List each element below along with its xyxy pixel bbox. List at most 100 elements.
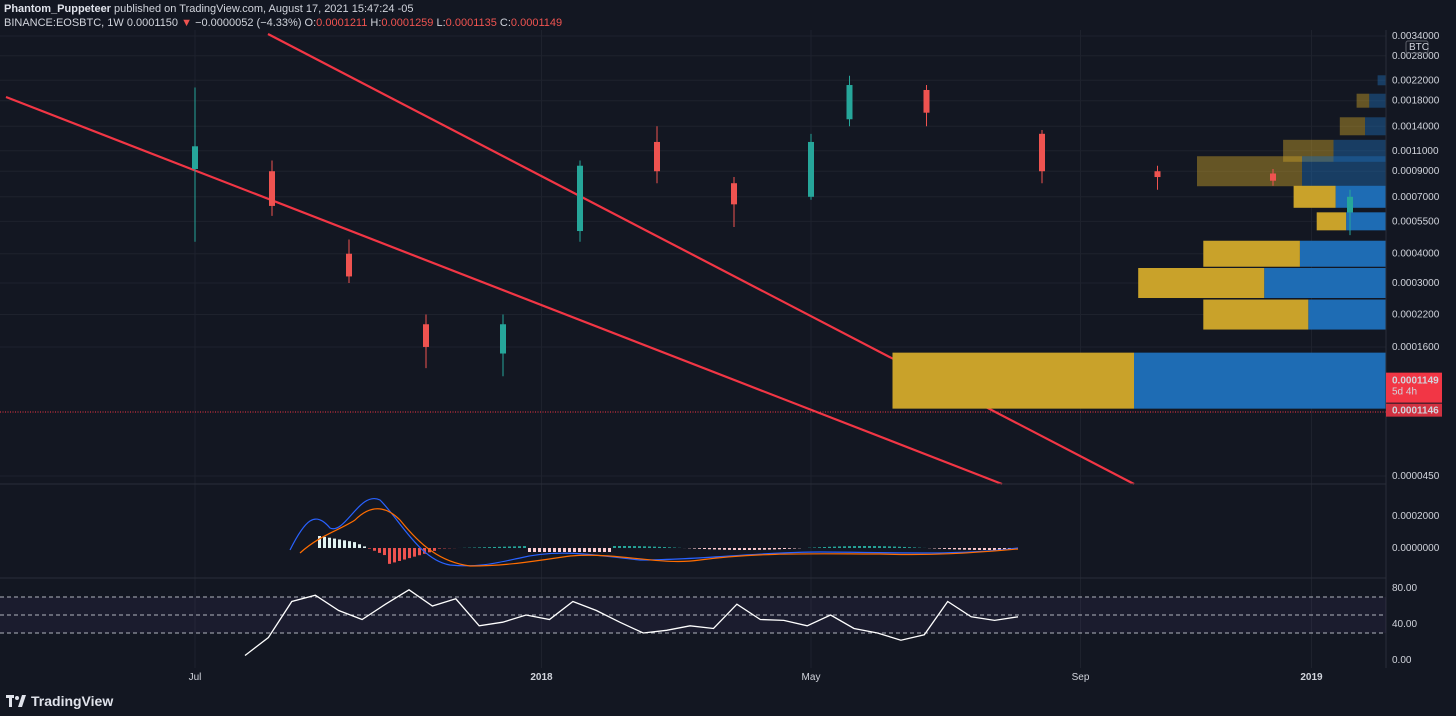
macd-histogram-bar xyxy=(913,547,916,548)
macd-histogram-bar xyxy=(618,546,621,548)
macd-histogram-bar xyxy=(408,548,411,559)
macd-histogram-bar xyxy=(863,546,866,548)
macd-histogram-bar xyxy=(388,548,391,564)
macd-histogram-bar xyxy=(488,547,491,548)
macd-histogram-bar xyxy=(793,548,796,549)
macd-histogram-bar xyxy=(908,547,911,548)
vp-bar-up xyxy=(1308,299,1386,330)
vp-bar-up xyxy=(1302,156,1386,187)
lower-trendline[interactable] xyxy=(5,95,1003,486)
macd-histogram-bar xyxy=(953,548,956,550)
macd-histogram-bar xyxy=(703,548,706,550)
vp-bar-down xyxy=(1138,268,1265,299)
macd-histogram-bar xyxy=(538,548,541,552)
macd-histogram-bar xyxy=(888,546,891,548)
macd-histogram-bar xyxy=(653,546,656,548)
close-label: C: xyxy=(499,17,511,29)
macd-histogram-bar xyxy=(993,548,996,550)
macd-histogram-bar xyxy=(518,546,521,548)
macd-histogram-bar xyxy=(533,548,536,552)
price-tick-label: 0.0001600 xyxy=(1392,342,1440,353)
high-label: H: xyxy=(370,17,382,29)
macd-histogram-bar xyxy=(333,538,336,548)
macd-histogram-bar xyxy=(503,546,506,548)
countdown-label: 5d 4h xyxy=(1392,387,1417,398)
vp-bar-down xyxy=(892,352,1134,409)
vp-bar-down xyxy=(1356,93,1370,108)
macd-histogram-bar xyxy=(763,548,766,550)
signal-line xyxy=(299,508,1019,567)
macd-histogram-bar xyxy=(418,548,421,556)
macd-histogram-bar xyxy=(788,548,791,549)
macd-histogram-bar xyxy=(698,548,701,549)
macd-histogram-bar xyxy=(348,541,351,548)
macd-histogram-bar xyxy=(768,548,771,550)
macd-histogram-bar xyxy=(998,548,1001,550)
tradingview-brand: TradingView xyxy=(31,693,114,709)
macd-histogram-bar xyxy=(713,548,716,550)
macd-tick-label: 0.0002000 xyxy=(1392,511,1440,522)
candle-body xyxy=(731,183,737,205)
candle-body xyxy=(500,324,506,354)
macd-histogram-bar xyxy=(658,546,661,548)
candle-body xyxy=(577,165,583,232)
candle-body xyxy=(654,141,660,172)
upper-trendline[interactable] xyxy=(267,33,1135,485)
vp-bar-up xyxy=(1134,352,1386,409)
price-tick-label: 0.0004000 xyxy=(1392,249,1440,260)
down-arrow-icon: ▼ xyxy=(181,17,192,29)
candle-body xyxy=(1154,171,1161,178)
price-tick-label: 0.0011000 xyxy=(1392,146,1439,157)
macd-histogram-bar xyxy=(743,548,746,550)
price-change: −0.0000052 (−4.33%) xyxy=(195,17,302,29)
vp-bar-up xyxy=(1335,185,1386,208)
macd-histogram-bar xyxy=(668,547,671,548)
vp-bar-up xyxy=(1299,240,1386,267)
tradingview-logo[interactable]: TradingView xyxy=(6,693,113,709)
macd-histogram-bar xyxy=(738,548,741,550)
time-tick-label: 2019 xyxy=(1300,672,1323,683)
macd-histogram-bar xyxy=(423,548,426,554)
macd-histogram-bar xyxy=(938,548,941,549)
time-tick-label: Sep xyxy=(1072,672,1090,683)
candle-body xyxy=(808,141,814,197)
macd-histogram-bar xyxy=(378,548,381,553)
author-name[interactable]: Phantom_Puppeteer xyxy=(4,3,111,15)
macd-histogram-bar xyxy=(398,548,401,561)
macd-histogram-bar xyxy=(853,546,856,548)
vp-bar-down xyxy=(1203,299,1309,330)
macd-histogram-bar xyxy=(898,546,901,548)
macd-histogram-bar xyxy=(828,546,831,548)
macd-histogram-bar xyxy=(638,546,641,548)
time-tick-label: Jul xyxy=(189,672,202,683)
macd-histogram-bar xyxy=(338,539,341,548)
macd-histogram-bar xyxy=(368,548,371,549)
vp-bar-down xyxy=(1197,156,1302,187)
vp-bar-up xyxy=(1377,75,1386,86)
macd-histogram-bar xyxy=(323,536,326,548)
candle-body xyxy=(846,85,853,120)
candle-body xyxy=(192,146,198,169)
macd-histogram-bar xyxy=(868,546,871,548)
macd-histogram-bar xyxy=(983,548,986,550)
macd-histogram-bar xyxy=(508,546,511,548)
macd-histogram-bar xyxy=(948,548,951,550)
symbol-line: BINANCE:EOSBTC, 1W 0.0001150 ▼ −0.000005… xyxy=(4,17,562,29)
rsi-line xyxy=(244,589,1019,657)
vp-bar-down xyxy=(1316,212,1347,231)
macd-histogram-bar xyxy=(383,548,386,556)
macd-histogram-bar xyxy=(543,548,546,552)
price-tick-label: 0.0000450 xyxy=(1392,471,1440,482)
macd-histogram-bar xyxy=(978,548,981,550)
macd-histogram-bar xyxy=(413,548,416,557)
price-tick-label: 0.0028000 xyxy=(1392,51,1440,62)
macd-histogram-bar xyxy=(873,546,876,548)
macd-histogram-bar xyxy=(693,548,696,549)
price-tick-label: 0.0018000 xyxy=(1392,96,1440,107)
macd-histogram-bar xyxy=(878,546,881,548)
macd-histogram-bar xyxy=(563,548,566,552)
symbol-label[interactable]: BINANCE:EOSBTC, 1W xyxy=(4,17,124,29)
macd-histogram-bar xyxy=(353,542,356,548)
macd-histogram-bar xyxy=(318,536,321,548)
